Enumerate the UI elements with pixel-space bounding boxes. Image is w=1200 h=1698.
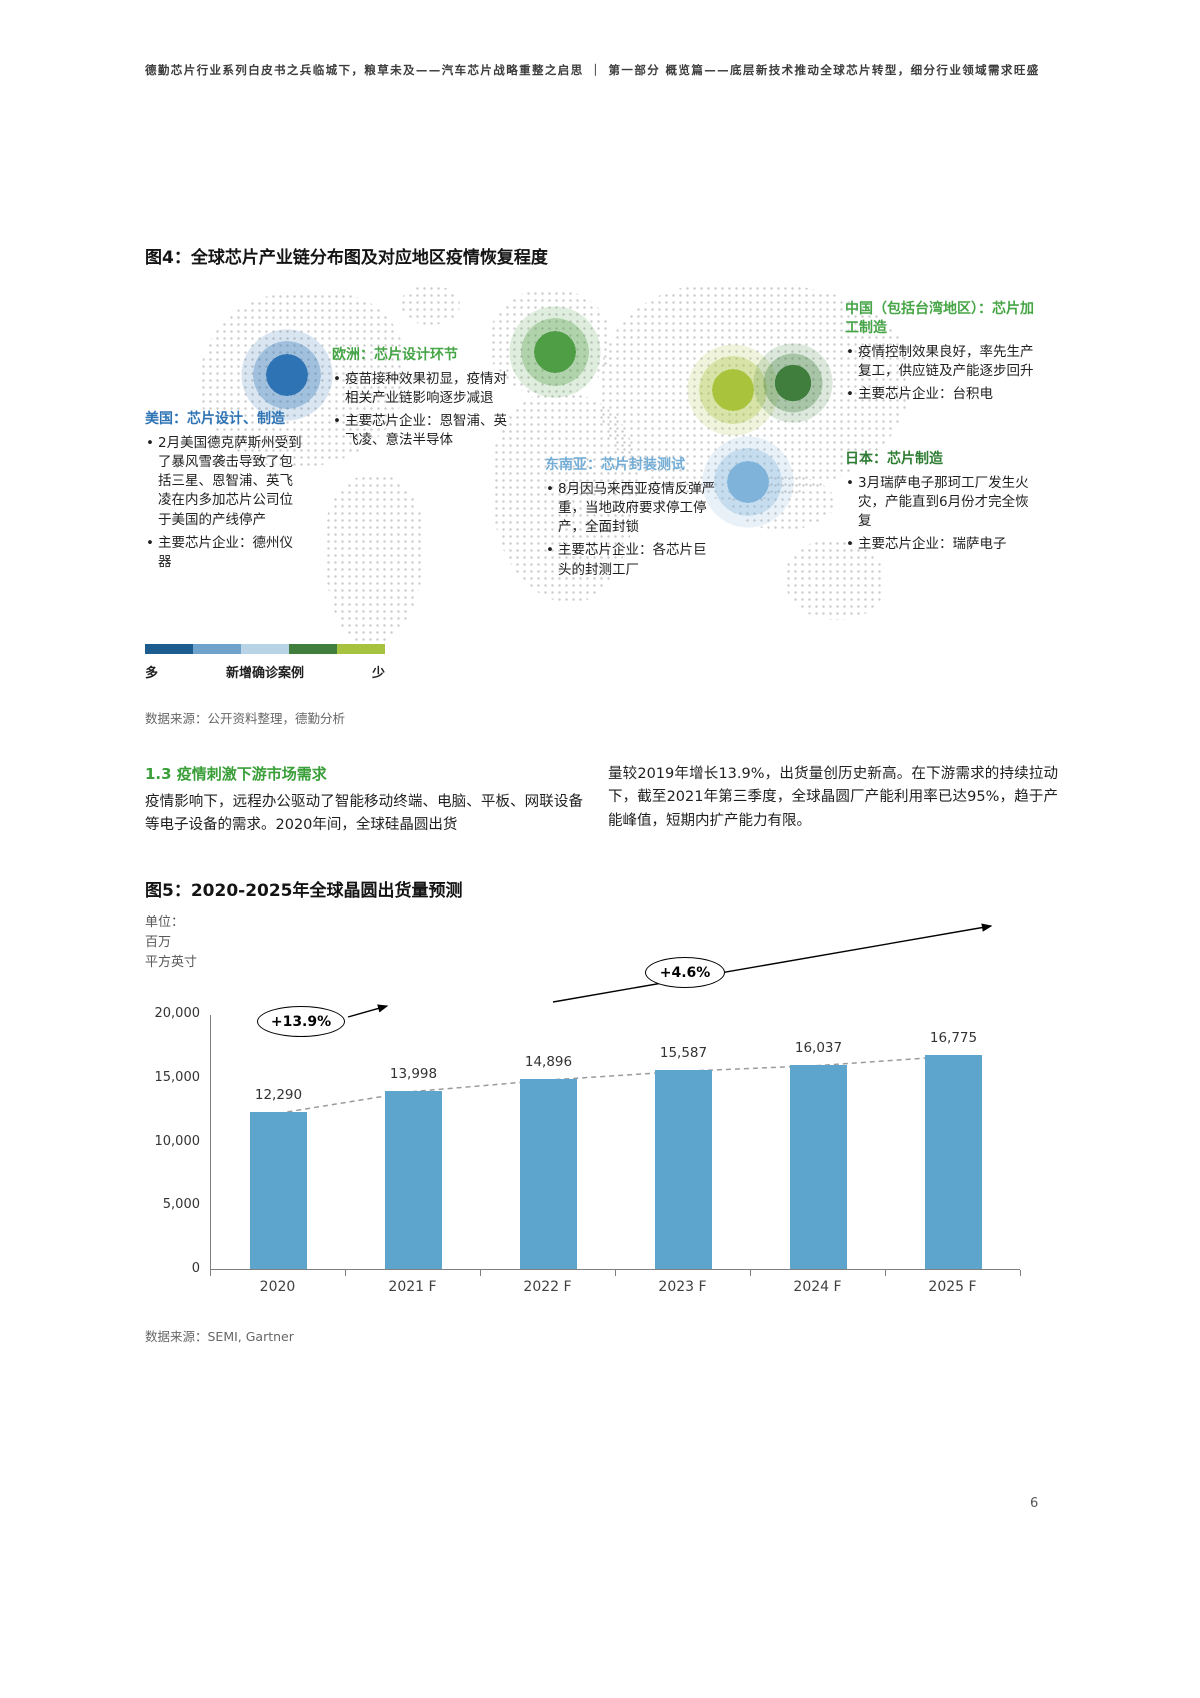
bar: [520, 1079, 577, 1269]
header-title-left: 德勤芯片行业系列白皮书之兵临城下，粮草未及——汽车芯片战略重整之启思: [145, 63, 584, 77]
bullet-item: 疫情控制效果良好，率先生产复工，供应链及产能逐步回升: [845, 343, 1035, 381]
bullet-item: 主要芯片企业：台积电: [845, 385, 1035, 404]
region-callout-china: 中国（包括台湾地区）：芯片加工制造 疫情控制效果良好，率先生产复工，供应链及产能…: [845, 300, 1035, 408]
region-callout-europe: 欧洲：芯片设计环节 疫苗接种效果初显，疫情对相关产业链影响逐步减退 主要芯片企业…: [332, 346, 510, 455]
region-china-heading: 中国（包括台湾地区）：芯片加工制造: [845, 301, 1034, 336]
x-axis-tick: [345, 1270, 346, 1276]
figure4-title: 图4：全球芯片产业链分布图及对应地区疫情恢复程度: [145, 248, 548, 268]
map-marker-japan: [753, 343, 833, 423]
legend-swatch: [145, 644, 193, 654]
bullet-item: 主要芯片企业：恩智浦、英飞凌、意法半导体: [332, 412, 510, 450]
bar: [250, 1112, 307, 1269]
legend-swatch: [337, 644, 385, 654]
bar-value-label: 16,037: [794, 1039, 843, 1056]
section-1-3-paragraph-right: 量较2019年增长13.9%，出货量创历史新高。在下游需求的持续拉动下，截至20…: [608, 766, 1058, 829]
region-japan-bullets: 3月瑞萨电子那珂工厂发生火灾，产能直到6月份才完全恢复 主要芯片企业：瑞萨电子: [845, 474, 1035, 555]
x-axis-tick: [480, 1270, 481, 1276]
legend-label-title: 新增确诊案例: [225, 666, 304, 681]
header-divider: ｜: [589, 63, 603, 77]
page-header: 德勤芯片行业系列白皮书之兵临城下，粮草未及——汽车芯片战略重整之启思 ｜ 第一部分 …: [145, 62, 1065, 78]
bar-column: 14,896: [481, 1054, 616, 1269]
bullet-item: 主要芯片企业：各芯片巨头的封测工厂: [545, 541, 717, 579]
figure4-source: 数据来源：公开资料整理，德勤分析: [145, 711, 346, 726]
x-axis-tick: [1020, 1270, 1021, 1276]
unit-line: 平方英寸: [145, 955, 198, 971]
page-number: 6: [1030, 1496, 1039, 1511]
map-marker-southeast-asia: [702, 436, 794, 528]
x-axis-label: 2023 F: [658, 1279, 707, 1295]
bullet-item: 主要芯片企业：瑞萨电子: [845, 535, 1035, 554]
region-sea-heading: 东南亚：芯片封装测试: [545, 457, 685, 473]
region-us-heading: 美国：芯片设计、制造: [145, 411, 285, 427]
region-europe-bullets: 疫苗接种效果初显，疫情对相关产业链影响逐步减退 主要芯片企业：恩智浦、英飞凌、意…: [332, 370, 510, 451]
chart-plot: 12,290 13,998 14,896 15,587 16,037 16,775: [210, 1015, 1020, 1270]
bar-column: 16,037: [751, 1040, 886, 1269]
figure5-chart: 单位： 百万 平方英寸 20,000 15,000 10,000 5,000 0 12,…: [145, 905, 1057, 1310]
map-legend: 多 新增确诊案例 少: [145, 644, 385, 681]
bar: [385, 1090, 442, 1269]
y-tick-label: 0: [191, 1261, 200, 1276]
bar-value-label: 16,775: [929, 1030, 978, 1047]
region-sea-bullets: 8月因马来西亚疫情反弹严重，当地政府要求停工停产，全面封锁 主要芯片企业：各芯片…: [545, 480, 717, 580]
bar-value-label: 15,587: [659, 1045, 708, 1062]
y-tick-label: 10,000: [154, 1133, 201, 1149]
figure5-title: 图5：2020-2025年全球晶圆出货量预测: [145, 881, 463, 901]
bar-column: 12,290: [211, 1087, 346, 1269]
region-europe-heading: 欧洲：芯片设计环节: [332, 347, 458, 363]
y-tick-label: 15,000: [154, 1069, 201, 1085]
header-title-right: 第一部分 概览篇——底层新技术推动全球芯片转型，细分行业领域需求旺盛: [608, 63, 1040, 77]
annotation-growth-2020-2021: +13.9%: [257, 1006, 345, 1037]
bar-value-label: 12,290: [254, 1087, 303, 1104]
legend-swatch: [193, 644, 241, 654]
region-japan-heading: 日本：芯片制造: [845, 451, 943, 467]
bullet-item: 2月美国德克萨斯州受到了暴风雪袭击导致了包括三星、恩智浦、英飞凌在内多加芯片公司…: [145, 434, 305, 530]
x-axis-tick: [885, 1270, 886, 1276]
x-axis-tick: [615, 1270, 616, 1276]
y-tick-label: 20,000: [154, 1006, 201, 1021]
landmass-south-america: [325, 475, 425, 645]
region-callout-us: 美国：芯片设计、制造 2月美国德克萨斯州受到了暴风雪袭击导致了包括三星、恩智浦、…: [145, 410, 305, 576]
legend-swatch: [289, 644, 337, 654]
section-1-3-heading: 1.3 疫情刺激下游市场需求: [145, 765, 327, 783]
bullet-item: 主要芯片企业：德州仪器: [145, 534, 305, 572]
legend-label-few: 少: [371, 666, 385, 681]
x-axis-label: 2021 F: [388, 1279, 437, 1295]
region-callout-southeast-asia: 东南亚：芯片封装测试 8月因马来西亚疫情反弹严重，当地政府要求停工停产，全面封锁…: [545, 456, 717, 584]
y-tick-label: 5,000: [162, 1197, 200, 1213]
x-axis-label: 2020: [259, 1279, 296, 1295]
bar-value-label: 14,896: [524, 1054, 573, 1071]
region-callout-japan: 日本：芯片制造 3月瑞萨电子那珂工厂发生火灾，产能直到6月份才完全恢复 主要芯片…: [845, 450, 1035, 559]
unit-line: 单位：: [145, 915, 185, 930]
bullet-item: 疫苗接种效果初显，疫情对相关产业链影响逐步减退: [332, 370, 510, 408]
legend-bar: [145, 644, 385, 654]
region-us-bullets: 2月美国德克萨斯州受到了暴风雪袭击导致了包括三星、恩智浦、英飞凌在内多加芯片公司…: [145, 434, 305, 572]
bar-value-label: 13,998: [389, 1065, 438, 1082]
bullet-item: 8月因马来西亚疫情反弹严重，当地政府要求停工停产，全面封锁: [545, 480, 717, 537]
map-marker-europe: [509, 306, 601, 398]
x-axis-tick: [210, 1270, 211, 1276]
bar-column: 15,587: [616, 1045, 751, 1269]
landmass-greenland: [400, 285, 460, 325]
annotation-growth-cagr: +4.6%: [645, 957, 725, 988]
legend-label-many: 多: [145, 666, 159, 681]
map-marker-us: [241, 329, 333, 421]
x-axis-label: 2025 F: [928, 1279, 977, 1295]
chart-unit-label: 单位： 百万 平方英寸: [145, 913, 197, 973]
bar: [790, 1064, 847, 1269]
x-axis-label: 2022 F: [523, 1279, 572, 1295]
region-china-bullets: 疫情控制效果良好，率先生产复工，供应链及产能逐步回升 主要芯片企业：台积电: [845, 343, 1035, 405]
figure5-source: 数据来源：SEMI, Gartner: [145, 1329, 294, 1344]
x-axis-tick: [750, 1270, 751, 1276]
legend-swatch: [241, 644, 289, 654]
bullet-item: 3月瑞萨电子那珂工厂发生火灾，产能直到6月份才完全恢复: [845, 474, 1035, 531]
bar: [925, 1055, 982, 1269]
bar-column: 13,998: [346, 1066, 481, 1269]
unit-line: 百万: [145, 935, 172, 951]
legend-labels: 多 新增确诊案例 少: [145, 662, 385, 681]
bar-column: 16,775: [886, 1030, 1021, 1269]
x-axis-label: 2024 F: [793, 1279, 842, 1295]
section-1-3-paragraph-left: 疫情影响下，远程办公驱动了智能移动终端、电脑、平板、网联设备等电子设备的需求。2…: [145, 794, 583, 834]
bar: [655, 1070, 712, 1269]
